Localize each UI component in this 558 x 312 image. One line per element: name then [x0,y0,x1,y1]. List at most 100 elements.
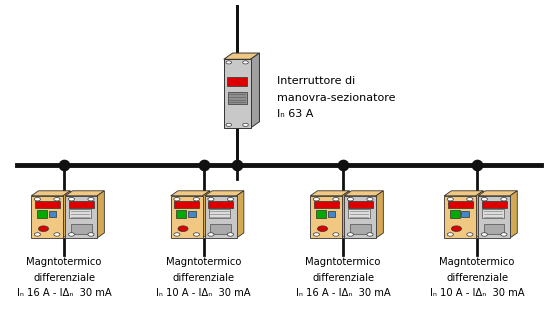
Bar [49,211,56,217]
Circle shape [367,233,373,236]
Circle shape [228,233,233,236]
Bar [37,210,47,218]
Text: differenziale: differenziale [312,273,374,283]
Circle shape [448,233,453,236]
Polygon shape [63,191,70,238]
Text: Magntotermico: Magntotermico [166,257,242,267]
Bar [448,201,473,208]
Circle shape [54,233,60,236]
Circle shape [243,123,248,126]
Polygon shape [237,191,244,238]
Bar [174,201,199,208]
Circle shape [69,197,75,201]
Bar [482,201,507,208]
Bar [444,196,476,238]
Polygon shape [203,191,210,238]
Text: differenziale: differenziale [446,273,508,283]
Text: Interruttore di: Interruttore di [277,76,355,86]
Circle shape [226,61,232,64]
Bar [228,92,247,104]
Polygon shape [478,191,517,196]
Polygon shape [65,191,104,196]
Bar [348,201,373,208]
Bar [65,196,97,238]
Polygon shape [171,191,210,196]
Polygon shape [310,191,349,196]
Bar [316,210,326,218]
Polygon shape [97,191,104,238]
Polygon shape [31,191,70,196]
Circle shape [228,197,233,201]
Text: Iₙ 16 A - IΔₙ  30 mA: Iₙ 16 A - IΔₙ 30 mA [296,288,391,299]
Polygon shape [205,191,244,196]
Circle shape [243,61,248,64]
Bar [484,224,504,234]
Polygon shape [251,53,259,128]
Bar [227,77,247,86]
Bar [482,209,504,218]
Point [199,163,208,168]
Bar [461,211,469,217]
Bar [314,201,339,208]
Bar [71,224,92,234]
Circle shape [194,197,200,201]
Text: Magntotermico: Magntotermico [439,257,515,267]
Circle shape [69,233,75,236]
Circle shape [481,197,488,201]
Circle shape [208,233,214,236]
Circle shape [39,226,49,232]
Circle shape [481,233,488,236]
Polygon shape [342,191,349,238]
Bar [478,196,510,238]
Polygon shape [444,191,483,196]
Text: Iₙ 63 A: Iₙ 63 A [277,109,313,119]
Polygon shape [376,191,383,238]
Circle shape [54,197,60,201]
Circle shape [333,233,339,236]
Polygon shape [344,191,383,196]
Text: Magntotermico: Magntotermico [305,257,381,267]
Bar [328,211,335,217]
Polygon shape [476,191,483,238]
Text: differenziale: differenziale [33,273,95,283]
Circle shape [347,233,354,236]
Circle shape [448,197,453,201]
Point [60,163,69,168]
Text: manovra-sezionatore: manovra-sezionatore [277,93,395,103]
Circle shape [466,233,473,236]
Circle shape [347,197,354,201]
Point [473,163,482,168]
Bar [31,196,63,238]
Polygon shape [224,53,259,59]
Bar [176,210,186,218]
Circle shape [501,197,507,201]
Circle shape [451,226,461,232]
Bar [344,196,376,238]
Bar [171,196,203,238]
Circle shape [226,123,232,126]
Circle shape [35,197,41,201]
Bar [224,59,251,128]
Bar [205,196,237,238]
Circle shape [174,233,180,236]
Bar [450,210,460,218]
Text: Iₙ 10 A - IΔₙ  30 mA: Iₙ 10 A - IΔₙ 30 mA [156,288,251,299]
Bar [348,209,370,218]
Circle shape [333,197,339,201]
Circle shape [501,233,507,236]
Circle shape [313,197,319,201]
Point [339,163,348,168]
Bar [69,209,91,218]
Text: differenziale: differenziale [172,273,235,283]
Bar [35,201,60,208]
Circle shape [466,197,473,201]
Text: Iₙ 16 A - IΔₙ  30 mA: Iₙ 16 A - IΔₙ 30 mA [17,288,112,299]
Circle shape [194,233,200,236]
Circle shape [88,233,94,236]
Polygon shape [510,191,517,238]
Circle shape [88,197,94,201]
Circle shape [35,233,41,236]
Circle shape [208,197,214,201]
Bar [188,211,196,217]
Circle shape [174,197,180,201]
